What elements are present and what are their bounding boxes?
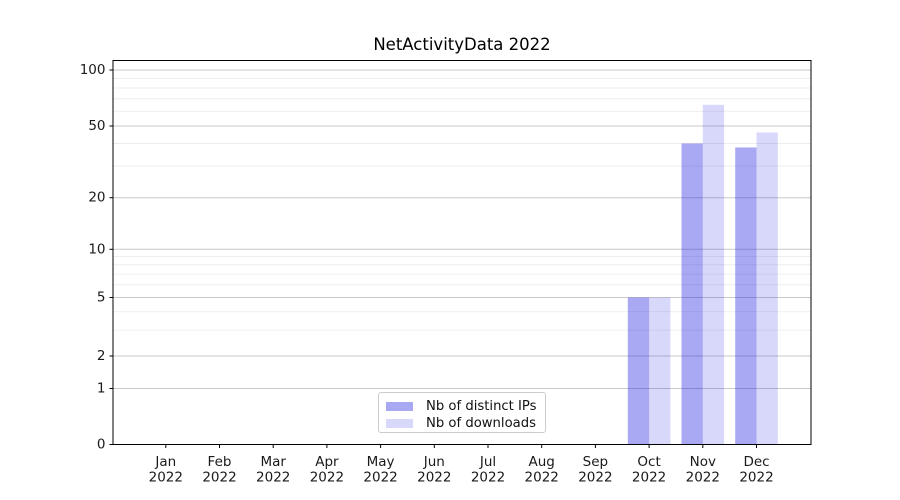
x-tick-label: Dec 2022	[739, 454, 773, 486]
legend: Nb of distinct IPs Nb of downloads	[378, 392, 546, 433]
y-tick-label: 5	[97, 290, 106, 306]
x-tick-label: Apr 2022	[310, 454, 344, 486]
y-tick-label: 1	[97, 381, 106, 397]
bar-nov-series1	[702, 104, 725, 445]
legend-item-downloads: Nb of downloads	[386, 415, 545, 431]
x-tick-label: May 2022	[363, 454, 397, 486]
plot-border	[112, 60, 812, 445]
x-tick-label: Sep 2022	[578, 454, 612, 486]
y-tick-label: 0	[97, 437, 106, 453]
bar-nov-series0	[681, 143, 703, 445]
x-tick-label: Aug 2022	[525, 454, 559, 486]
y-tick-label: 50	[88, 118, 105, 134]
x-tick-label: Feb 2022	[202, 454, 236, 486]
x-tick-label: Oct 2022	[632, 454, 666, 486]
bar-oct-series1	[649, 297, 671, 445]
bar-dec-series0	[735, 147, 757, 445]
y-tick-label: 10	[88, 241, 105, 257]
x-tick-label: Mar 2022	[256, 454, 290, 486]
legend-swatch-downloads	[386, 418, 413, 428]
chart-title: NetActivityData 2022	[373, 35, 551, 54]
x-tick-label: Jul 2022	[471, 454, 505, 486]
x-tick-label: Nov 2022	[686, 454, 720, 486]
x-tick-label: Jun 2022	[417, 454, 451, 486]
legend-label-distinct-ips: Nb of distinct IPs	[426, 398, 537, 414]
y-tick-label: 2	[97, 348, 106, 364]
legend-item-distinct-ips: Nb of distinct IPs	[386, 398, 545, 414]
y-tick-label: 100	[80, 62, 106, 78]
legend-swatch-distinct-ips	[386, 401, 413, 411]
x-tick-label: Jan 2022	[149, 454, 183, 486]
y-tick-label: 20	[88, 190, 105, 206]
legend-label-downloads: Nb of downloads	[426, 415, 536, 431]
bar-dec-series1	[756, 132, 778, 445]
bar-oct-series0	[627, 297, 650, 445]
